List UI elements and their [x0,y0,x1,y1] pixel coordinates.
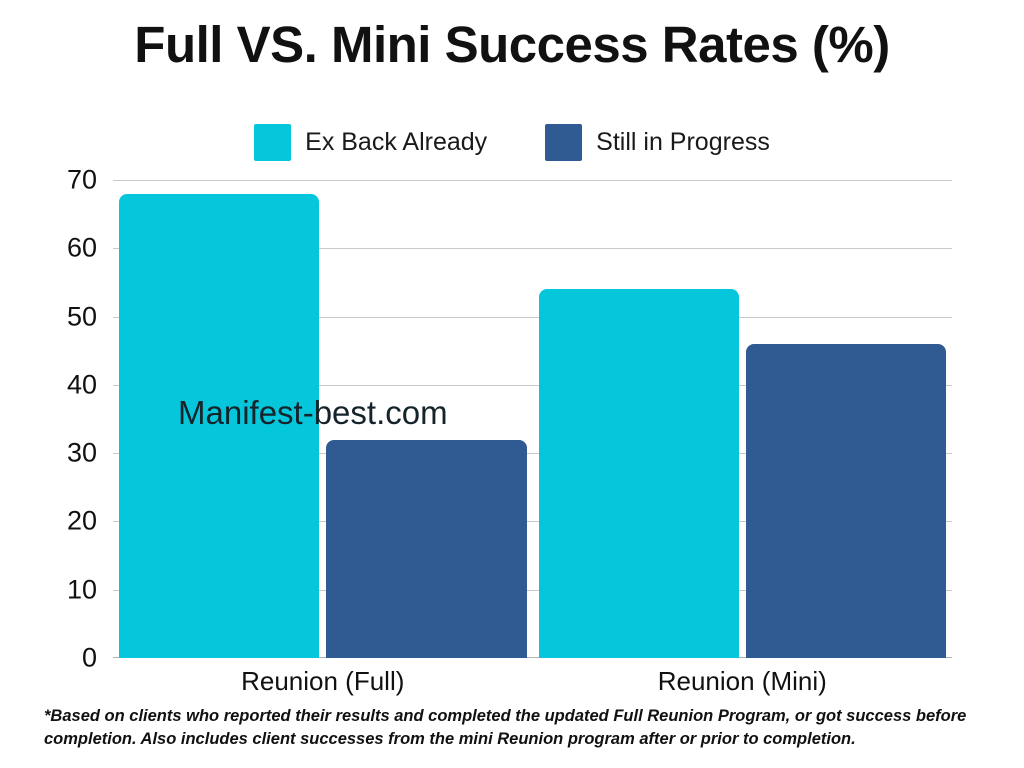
gridline [113,316,952,318]
bar[interactable] [326,439,527,658]
gridline [113,589,952,591]
y-axis-tick-label: 10 [66,574,97,605]
y-axis-tick-label: 70 [66,164,97,195]
watermark-text: Manifest-best.com [178,394,448,431]
y-axis-tick-label: 0 [81,642,97,673]
bar[interactable] [538,289,739,658]
gridline [113,248,952,250]
legend-swatch-icon-still-in-progress [545,124,583,161]
x-axis-category-label: Reunion (Full) [241,666,405,696]
bar[interactable] [119,193,320,658]
legend-label-ex-back-already: Ex Back Already [305,128,488,156]
y-axis-tick-label: 40 [66,369,97,400]
gridline [113,453,952,455]
x-axis-category-label: Reunion (Mini) [657,666,827,696]
bar[interactable] [745,343,946,658]
y-axis-tick-label: 30 [66,437,97,468]
plot-area: 0 10 20 30 40 50 60 70 [67,166,952,671]
x-axis-baseline [113,657,952,658]
y-axis-tick-label: 60 [66,232,97,263]
gridline [113,521,952,523]
gridline [113,384,952,386]
chart-legend: Ex Back Already Still in Progress [0,124,1024,161]
legend-label-still-in-progress: Still in Progress [596,128,770,156]
legend-swatch-icon-ex-back-already [254,124,292,161]
chart-title: Full VS. Mini Success Rates (%) [134,16,890,73]
legend-item-ex-back-already[interactable]: Ex Back Already [254,124,487,161]
chart-footnote: *Based on clients who reported their res… [44,707,967,749]
y-axis-tick-label: 20 [66,505,97,536]
bars-layer [113,180,952,658]
y-axis-tick-label: 50 [66,301,97,332]
legend-item-still-in-progress[interactable]: Still in Progress [545,124,770,161]
gridline [113,180,952,181]
x-axis-category-labels: Reunion (Full) Reunion (Mini) [113,666,952,702]
